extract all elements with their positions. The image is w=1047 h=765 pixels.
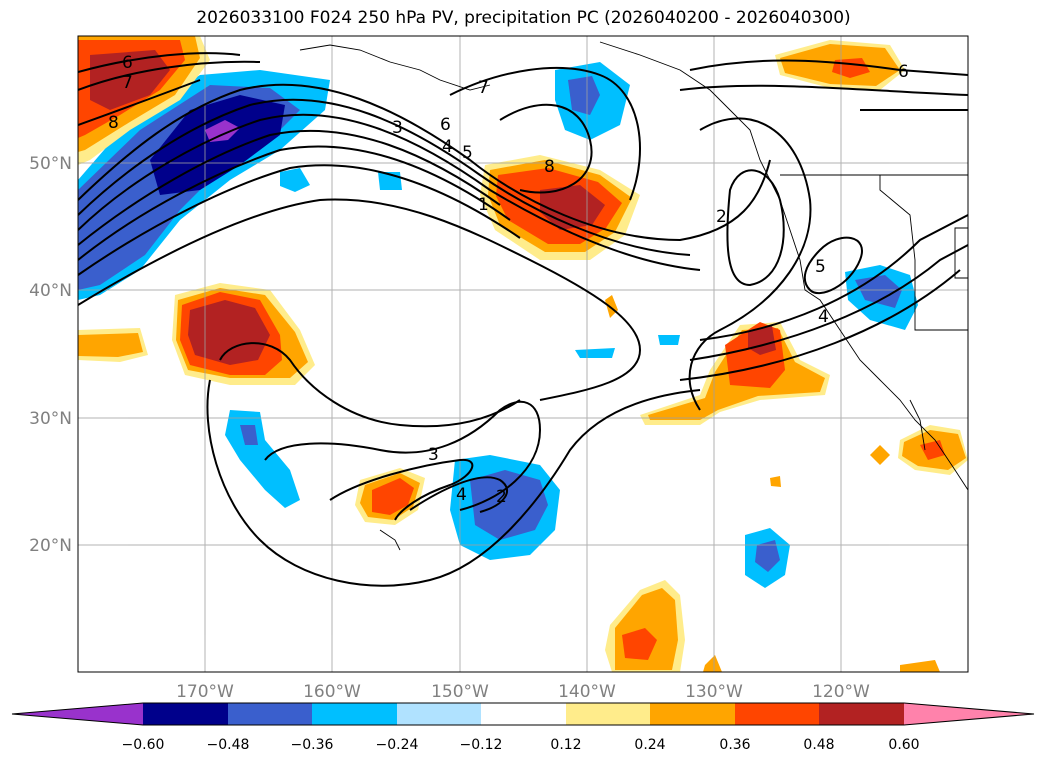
- coastlines: [299, 41, 968, 551]
- colorbar-segment: [228, 703, 312, 725]
- colorbar-segment: [735, 703, 819, 725]
- lon-label: 160°W: [303, 682, 361, 702]
- colorbar-extend-low: [12, 703, 143, 725]
- positive-shading: [78, 36, 968, 672]
- figure-title: 2026033100 F024 250 hPa PV, precipitatio…: [196, 8, 851, 28]
- colorbar-tick: −0.12: [460, 737, 503, 753]
- contour-label: 3: [392, 118, 403, 138]
- graticule: [78, 36, 968, 672]
- contour-label: 4: [456, 485, 467, 505]
- contour-label: 7: [478, 78, 489, 98]
- contour-label: 5: [462, 143, 473, 163]
- contour-labels: 6 7 8 7 6 3 4 5 1 8 2 5 4 6 3 4 2: [108, 53, 909, 507]
- lon-labels: 170°W 160°W 150°W 140°W 130°W 120°W: [176, 682, 870, 702]
- lon-label: 120°W: [812, 682, 870, 702]
- lon-label: 170°W: [176, 682, 234, 702]
- colorbar-tick: −0.24: [376, 737, 419, 753]
- colorbar-tick: −0.60: [122, 737, 165, 753]
- negative-shading: [78, 62, 918, 588]
- contour-label: 6: [898, 62, 909, 82]
- colorbar-segment: [397, 703, 481, 725]
- colorbar-segment: [481, 703, 566, 725]
- lon-label: 150°W: [431, 682, 489, 702]
- contour-label: 7: [122, 73, 133, 93]
- lat-labels: 50°N 40°N 30°N 20°N: [29, 154, 72, 556]
- contour-label: 6: [440, 115, 451, 135]
- colorbar-tick: 0.24: [634, 737, 665, 753]
- lat-label: 40°N: [29, 281, 72, 301]
- colorbar-segment: [312, 703, 397, 725]
- colorbar-segment: [566, 703, 650, 725]
- colorbar-outline: [11, 702, 1035, 726]
- map-frame: [77, 35, 969, 673]
- lon-label: 140°W: [558, 682, 616, 702]
- colorbar-tick: 0.36: [719, 737, 750, 753]
- contour-label: 1: [478, 195, 489, 215]
- colorbar-segment: [819, 703, 904, 725]
- colorbar-tick: −0.48: [207, 737, 250, 753]
- contour-label: 4: [818, 307, 829, 327]
- contour-label: 2: [716, 207, 727, 227]
- lat-label: 50°N: [29, 154, 72, 174]
- colorbar-tick: 0.60: [888, 737, 919, 753]
- contour-label: 8: [544, 157, 555, 177]
- colorbar-segment: [650, 703, 735, 725]
- lon-label: 130°W: [685, 682, 743, 702]
- colorbar-tick: 0.12: [550, 737, 581, 753]
- pv-contours: [78, 52, 968, 587]
- contour-label: 4: [442, 137, 453, 157]
- lat-label: 20°N: [29, 536, 72, 556]
- colorbar-extend-high: [904, 703, 1034, 725]
- colorbar: −0.60 −0.48 −0.36 −0.24 −0.12 0.12 0.24 …: [11, 702, 1035, 753]
- colorbar-tick: 0.48: [803, 737, 834, 753]
- contour-label: 3: [428, 445, 439, 465]
- contour-label: 6: [122, 53, 133, 73]
- contour-label: 8: [108, 113, 119, 133]
- lat-label: 30°N: [29, 409, 72, 429]
- colorbar-tick: −0.36: [291, 737, 334, 753]
- contour-label: 2: [496, 487, 507, 507]
- colorbar-segment: [143, 703, 228, 725]
- contour-label: 5: [815, 257, 826, 277]
